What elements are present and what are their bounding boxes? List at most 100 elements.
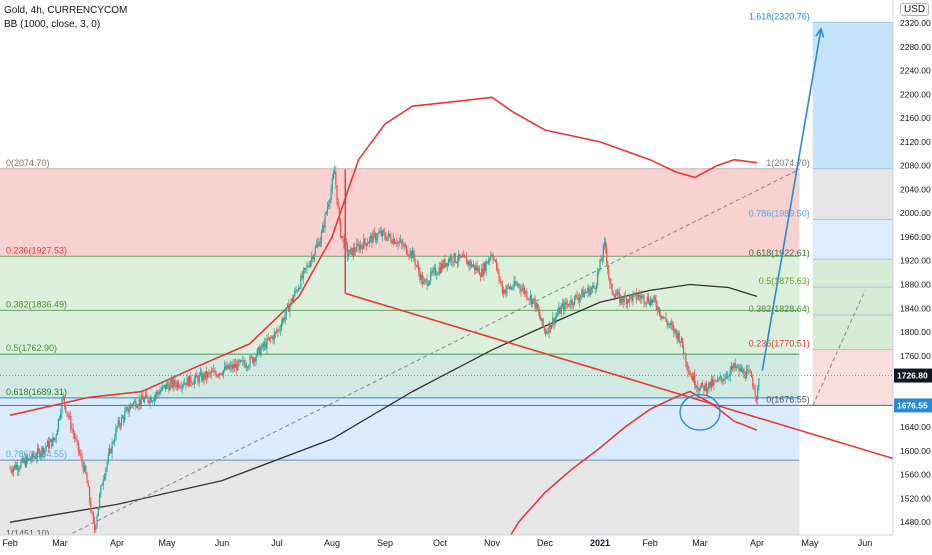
candle-body [370,235,372,238]
candle-body [452,262,454,263]
candle-body [439,267,442,273]
candle-body [60,413,62,419]
candle-body [380,231,382,236]
candle-body [42,447,44,455]
candle-body [131,404,134,406]
candle-body [366,243,368,246]
candle-body [667,323,669,325]
candle-body [654,296,656,300]
candle-body [582,289,584,298]
candle-body [353,247,356,252]
candle-body [754,390,756,397]
price-axis-bg [893,0,932,550]
candle-body [641,295,643,299]
candle-body [70,416,72,429]
candle-body [529,295,531,300]
candle-body [225,366,227,370]
candle-body [590,288,593,290]
y-tick-label: 2160.00 [900,113,931,123]
candle-body [432,269,434,273]
candle-body [52,437,54,447]
candle-body [65,404,67,412]
candle-body [240,360,243,362]
candle-body [199,372,202,376]
candle-body [29,458,31,461]
candle-body [311,256,313,262]
candle-body [123,417,125,421]
candle-body [214,370,216,374]
candle-body [507,285,509,287]
candle-body [32,453,34,458]
candle-body [500,281,502,285]
candle-body [41,447,43,454]
candle-body [505,290,507,294]
candle-body [196,374,198,378]
candle-body [108,448,111,454]
candle-body [160,390,162,392]
candle-body [386,236,388,241]
candle-body [624,295,626,298]
currency-button[interactable]: USD [900,3,930,16]
candle-body [657,307,659,311]
candle-body [712,379,714,386]
candle-body [536,302,538,310]
candle-body [20,461,22,468]
candle-body [464,256,467,258]
y-tick-label: 1800.00 [900,327,931,337]
candle-body [565,301,567,305]
candle-body [533,298,535,300]
candle-body [341,235,343,238]
candle-body [238,360,240,363]
candle-body [722,378,724,382]
candle-body [352,247,354,256]
candle-body [599,259,601,270]
x-tick-label: Sep [377,538,393,548]
candle-body [236,364,238,371]
candle-body [278,329,280,331]
candle-body [159,391,161,395]
candle-body [250,356,252,358]
fib-zone-right [812,219,893,260]
candle-body [45,446,47,448]
candle-body [525,291,527,294]
candle-body [301,275,303,279]
candle-body [534,298,536,309]
candle-body [149,397,151,404]
candle-body [369,237,371,243]
y-tick-label: 1480.00 [900,517,931,527]
candle-body [640,296,642,299]
candle-body [717,378,719,382]
candle-body [467,261,469,265]
candle-body [141,395,143,400]
candle-body [187,377,189,387]
candle-body [259,346,261,356]
candle-body [82,463,84,472]
candle-body [549,322,551,329]
candle-body [21,458,23,462]
candle-body [519,284,521,289]
candle-body [296,290,298,292]
candle-body [528,298,530,300]
candle-body [561,303,564,307]
candle-body [623,295,625,303]
fib-zone-right [812,22,893,169]
candle-body [73,433,76,439]
candle-body [410,250,412,258]
candle-body [367,242,370,244]
candle-body [211,371,214,373]
candle-body [120,417,123,426]
x-tick-label: Feb [2,538,18,548]
candle-body [179,387,181,388]
price-tag-label: 1676.55 [897,400,928,410]
candle-body [195,374,197,379]
candle-body [137,405,139,408]
candle-body [216,374,218,377]
candle-body [153,396,156,401]
candle-body [594,287,596,290]
candle-body [364,238,366,243]
candle-body [431,271,433,273]
candle-body [490,255,492,260]
candle-body [587,287,589,293]
